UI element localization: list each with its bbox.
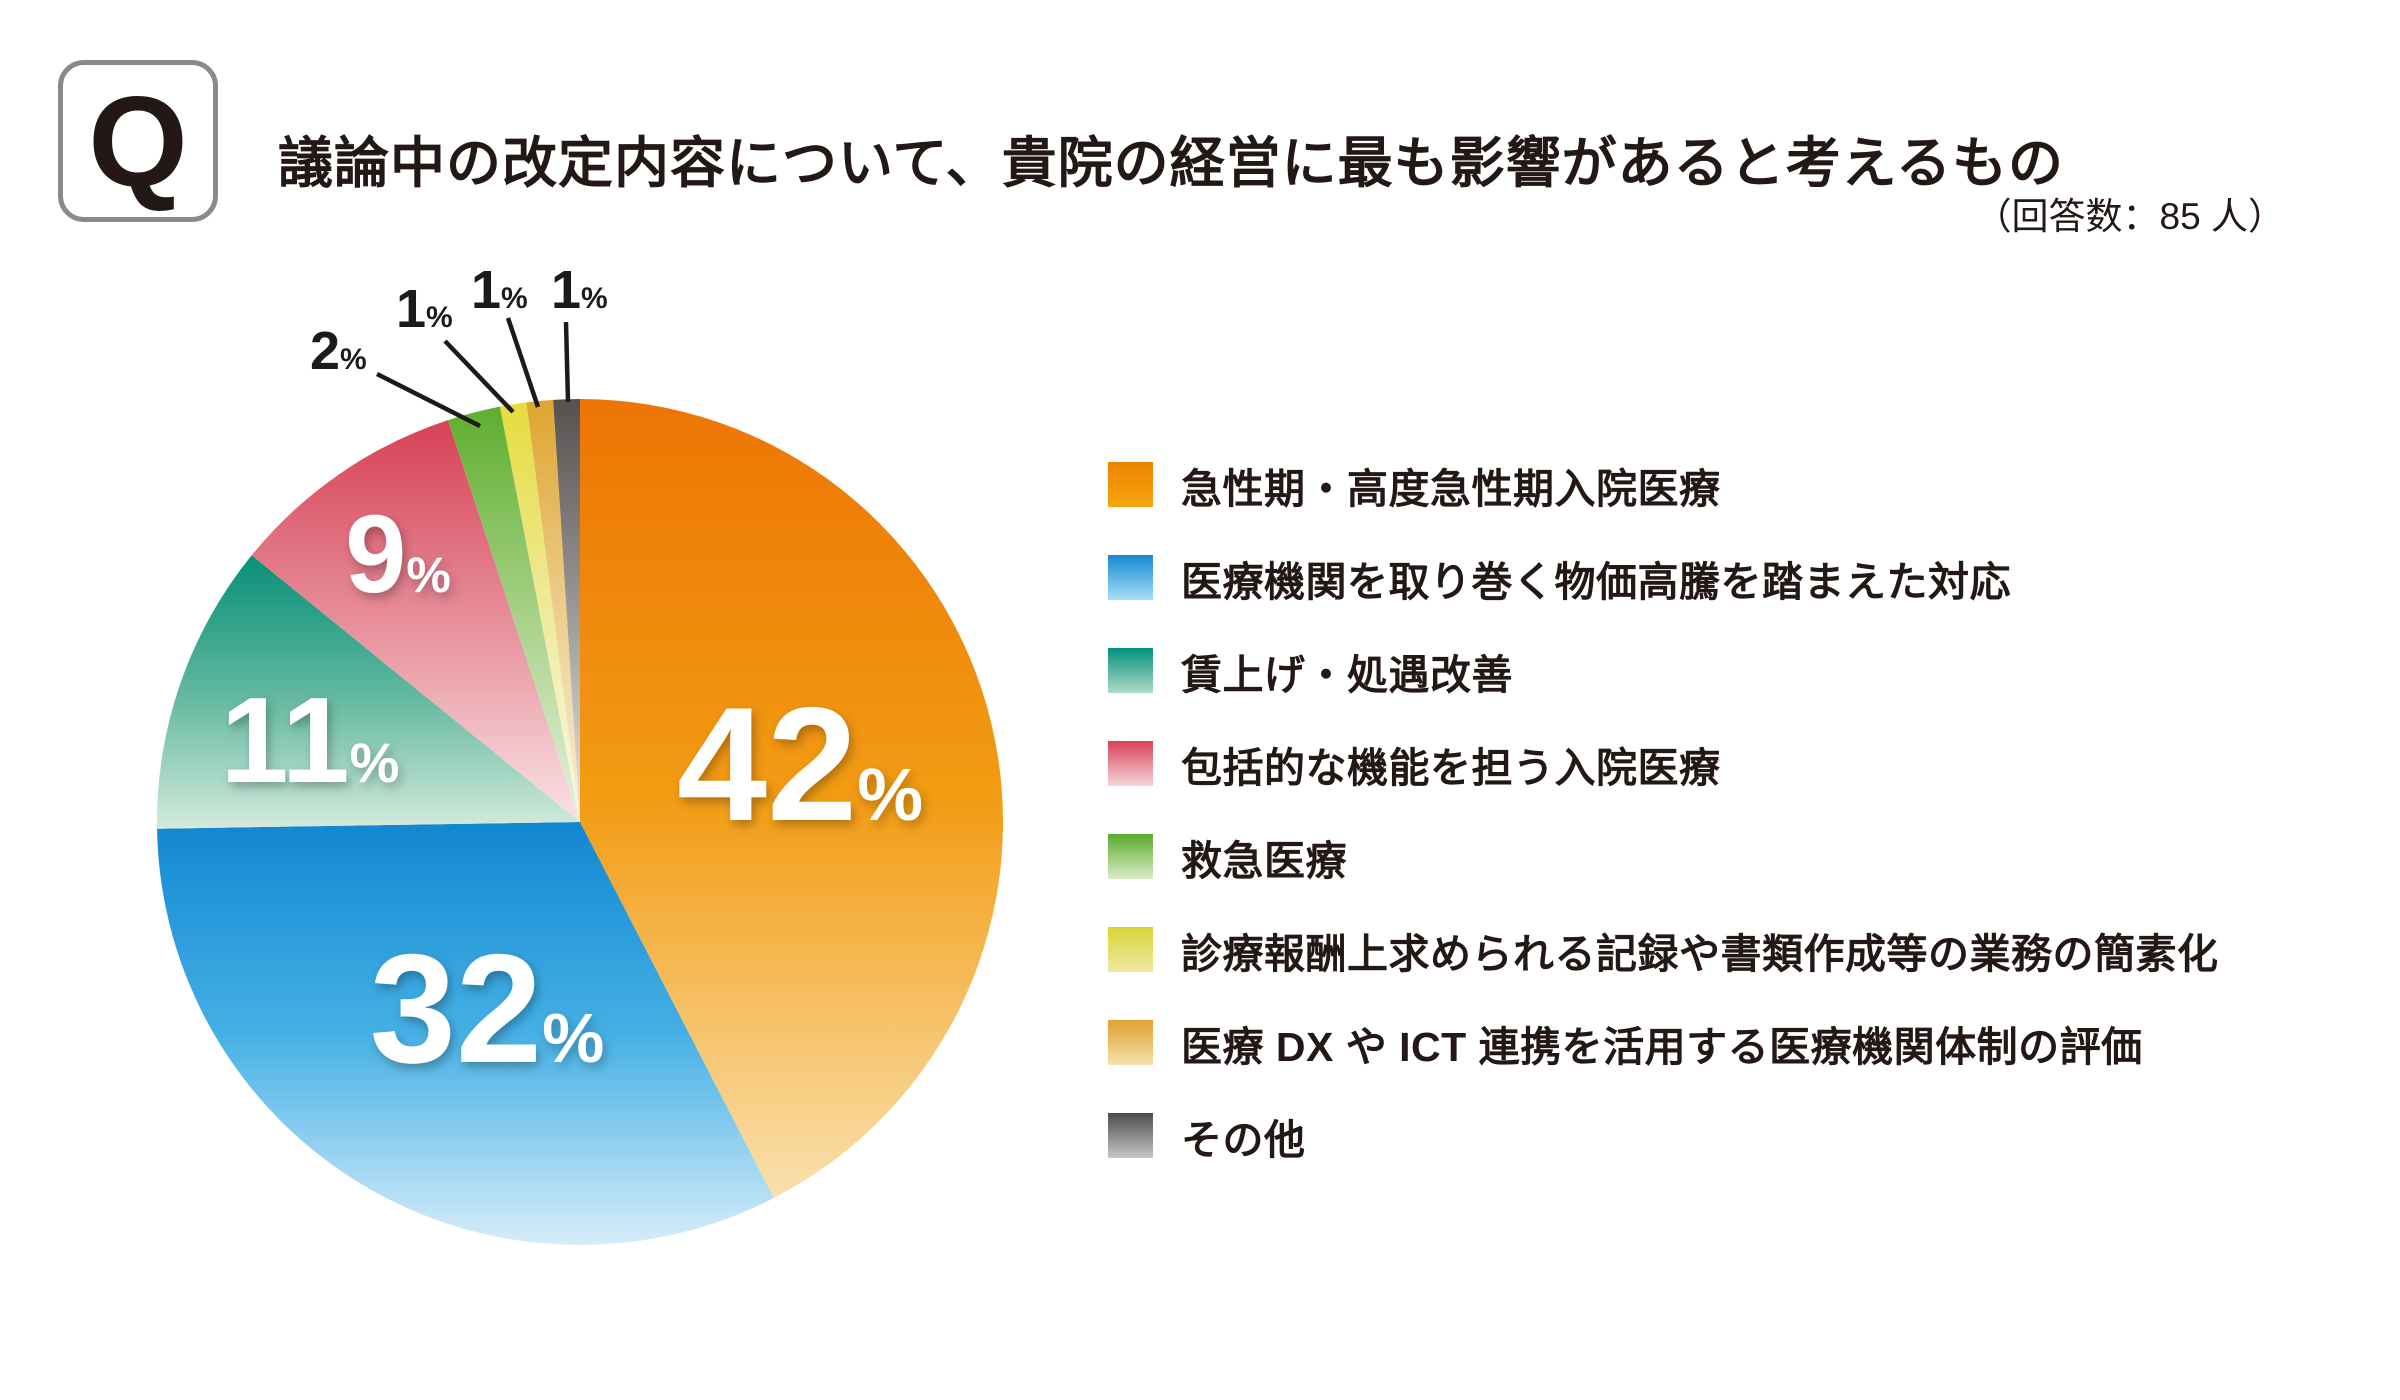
legend-item-0: 急性期・高度急性期入院医療 (1108, 462, 2219, 512)
legend: 急性期・高度急性期入院医療医療機関を取り巻く物価高騰を踏まえた対応 賃上げ・処遇改… (1108, 462, 2219, 1206)
legend-swatch-icon (1108, 555, 1153, 600)
pie-slice-0 (580, 399, 1004, 1198)
pie-slice-7 (553, 399, 580, 822)
callout-leader-line (375, 371, 482, 429)
callout-leader-line (505, 317, 541, 408)
pie-slice-3 (251, 420, 580, 822)
legend-swatch-icon (1108, 1113, 1153, 1158)
legend-label: 包括的な機能を担う入院医療 (1181, 744, 1721, 791)
legend-label: 医療機関を取り巻く物価高騰を踏まえた対応 (1181, 558, 2011, 605)
legend-label: 急性期・高度急性期入院医療 (1181, 465, 1721, 512)
pie-slice-1 (157, 822, 774, 1246)
legend-item-6: 医療 DX や ICT 連携を活用する医療機関体制の評価 (1108, 1020, 2219, 1070)
legend-swatch-icon (1108, 462, 1153, 507)
slice-callout-label: 2% (310, 321, 367, 381)
pie-slice-6 (526, 399, 580, 822)
legend-item-1: 医療機関を取り巻く物価高騰を踏まえた対応 (1108, 555, 2219, 605)
legend-label: その他 (1181, 1116, 1306, 1163)
legend-item-4: 救急医療 (1108, 834, 2219, 884)
legend-item-3: 包括的な機能を担う入院医療 (1108, 741, 2219, 791)
slice-callout-label: 1% (471, 260, 528, 320)
response-count: （回答数：85 人） (1974, 196, 2285, 237)
pie-slice-4 (448, 406, 580, 822)
callout-leader-line (563, 321, 571, 403)
legend-label: 医療 DX や ICT 連携を活用する医療機関体制の評価 (1181, 1023, 2143, 1070)
slice-callout-label: 1% (396, 279, 453, 339)
legend-item-2: 賃上げ・処遇改善 (1108, 648, 2219, 698)
legend-label: 救急医療 (1181, 837, 1347, 884)
pie-slice-5 (499, 402, 580, 822)
legend-swatch-icon (1108, 1020, 1153, 1065)
legend-item-5: 診療報酬上求められる記録や書類作成等の業務の簡素化 (1108, 927, 2219, 977)
pie-slice-2 (156, 555, 581, 829)
callout-leader-line (443, 339, 515, 414)
legend-label: 賃上げ・処遇改善 (1181, 651, 1513, 698)
legend-swatch-icon (1108, 834, 1153, 879)
slice-callout-label: 1% (551, 260, 608, 320)
legend-item-7: その他 (1108, 1113, 2219, 1163)
legend-swatch-icon (1108, 741, 1153, 786)
q-letter: Q (88, 71, 188, 214)
legend-swatch-icon (1108, 927, 1153, 972)
page-title: 議論中の改定内容について、貴院の経営に最も影響があると考えるもの (278, 131, 2064, 194)
legend-swatch-icon (1108, 648, 1153, 693)
legend-label: 診療報酬上求められる記録や書類作成等の業務の簡素化 (1181, 930, 2219, 977)
question-badge: Q (58, 60, 218, 222)
